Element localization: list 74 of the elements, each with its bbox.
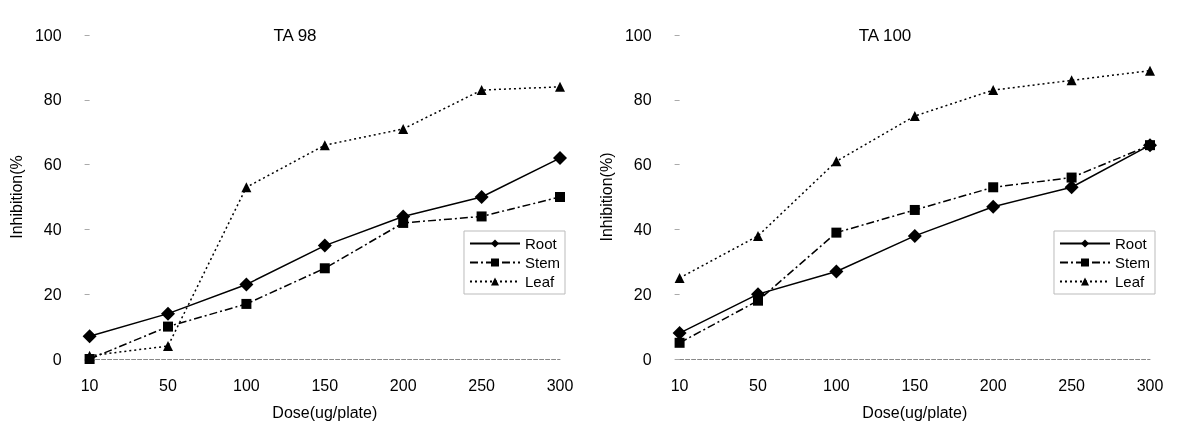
point xyxy=(555,192,565,202)
point xyxy=(907,228,922,243)
y-tick-label: 0 xyxy=(642,350,652,368)
x-tick-label: 300 xyxy=(1136,376,1164,394)
point xyxy=(398,123,409,134)
point xyxy=(163,321,173,332)
y-axis-title: Inhibition(% xyxy=(7,155,25,239)
x-tick-label: 50 xyxy=(749,376,767,394)
point xyxy=(82,329,97,344)
point xyxy=(909,111,920,121)
x-tick-label: 300 xyxy=(546,376,574,394)
x-tick-label: 250 xyxy=(468,376,496,394)
legend-label: Stem xyxy=(1114,254,1151,271)
point xyxy=(317,238,332,253)
x-tick-label: 50 xyxy=(159,376,177,394)
point xyxy=(753,295,763,306)
point xyxy=(674,273,685,283)
legend-label: Stem xyxy=(524,254,561,271)
chart-title: TA 98 xyxy=(273,26,317,45)
y-tick-label: 0 xyxy=(52,350,62,368)
point xyxy=(239,277,254,292)
point xyxy=(831,156,842,167)
point xyxy=(398,217,409,228)
point xyxy=(1064,180,1079,195)
point xyxy=(553,151,567,166)
x-tick-label: 200 xyxy=(979,376,1007,394)
point xyxy=(163,341,173,352)
x-tick-label: 150 xyxy=(311,376,339,394)
point xyxy=(674,337,685,348)
point xyxy=(1066,75,1077,86)
x-tick-label: 250 xyxy=(1058,376,1086,394)
legend-label: Root xyxy=(524,235,558,252)
chart-title: TA 100 xyxy=(858,26,912,45)
point xyxy=(988,182,999,193)
point xyxy=(319,140,330,151)
x-axis-title: Dose(ug/plate) xyxy=(272,403,378,421)
y-tick-label: 60 xyxy=(43,156,62,174)
point xyxy=(84,350,95,361)
y-tick-label: 100 xyxy=(34,26,62,44)
y-axis-title: Inhibition(%) xyxy=(597,152,615,242)
point xyxy=(161,306,175,321)
point xyxy=(753,230,763,241)
point xyxy=(986,199,1001,214)
legend-label: Leaf xyxy=(1114,273,1146,290)
point xyxy=(1145,65,1155,76)
x-tick-label: 100 xyxy=(823,376,850,394)
x-tick-label: 200 xyxy=(389,376,417,394)
y-tick-label: 40 xyxy=(43,220,62,238)
y-tick-label: 20 xyxy=(43,285,62,303)
y-tick-label: 80 xyxy=(633,91,652,109)
y-tick-label: 80 xyxy=(43,91,62,109)
y-tick-label: 40 xyxy=(633,220,652,238)
legend-label: Leaf xyxy=(524,273,556,290)
point xyxy=(829,264,844,279)
point xyxy=(555,81,565,92)
y-tick-label: 100 xyxy=(624,26,652,44)
point xyxy=(988,85,999,96)
point xyxy=(831,227,842,238)
x-tick-label: 100 xyxy=(233,376,260,394)
legend-label: Root xyxy=(1114,235,1148,252)
point xyxy=(909,204,920,215)
x-tick-label: 10 xyxy=(670,376,689,394)
x-axis-title: Dose(ug/plate) xyxy=(862,403,968,421)
point xyxy=(474,190,489,204)
point xyxy=(319,263,330,274)
point xyxy=(476,85,487,96)
x-tick-label: 150 xyxy=(901,376,929,394)
point xyxy=(241,182,252,193)
y-tick-label: 60 xyxy=(633,156,652,174)
point xyxy=(241,298,252,309)
point xyxy=(1066,172,1077,183)
x-tick-label: 10 xyxy=(80,376,99,394)
y-tick-label: 20 xyxy=(633,285,652,303)
point xyxy=(476,211,487,222)
